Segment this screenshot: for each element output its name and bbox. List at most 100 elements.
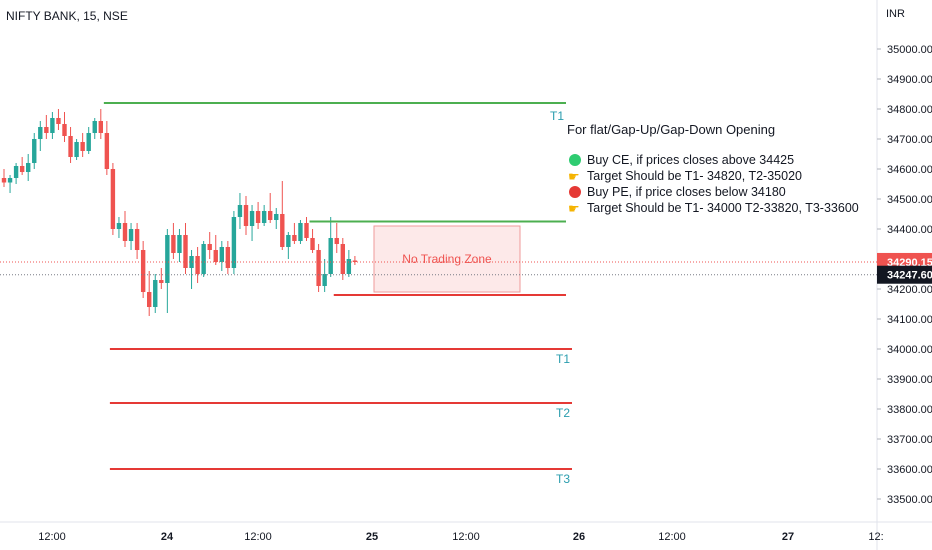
symbol-title: NIFTY BANK, 15, NSE bbox=[6, 9, 128, 23]
candle-body bbox=[86, 133, 91, 151]
candle-body bbox=[261, 211, 267, 223]
candle-body bbox=[243, 205, 249, 226]
price-label: 34247.60 bbox=[887, 270, 932, 282]
y-tick-label: 33900.00 bbox=[887, 374, 932, 386]
candle-body bbox=[328, 238, 333, 274]
candle-body bbox=[165, 235, 170, 283]
pointing-hand-icon: ☛ bbox=[568, 170, 580, 185]
candle-body bbox=[7, 178, 13, 183]
candle-body bbox=[44, 127, 49, 133]
y-tick-label: 33800.00 bbox=[887, 404, 932, 416]
candle-body bbox=[255, 211, 261, 223]
annotation-item: Buy PE, if price closes below 34180 bbox=[587, 185, 786, 199]
candle-body bbox=[74, 142, 79, 157]
annotation-item: Target Should be T1- 34000 T2-33820, T3-… bbox=[587, 201, 859, 215]
candle-body bbox=[189, 256, 194, 268]
candle-body bbox=[159, 280, 164, 283]
candle-body bbox=[207, 244, 212, 250]
y-tick-label: 33500.00 bbox=[887, 494, 932, 506]
candle-body bbox=[183, 235, 188, 268]
candle-body bbox=[310, 238, 315, 250]
red-circle-icon bbox=[569, 186, 581, 198]
annotation-heading: For flat/Gap-Up/Gap-Down Opening bbox=[567, 122, 775, 137]
currency-label: INR bbox=[886, 8, 905, 20]
candlestick-series bbox=[1, 109, 358, 316]
y-tick-label: 34100.00 bbox=[887, 314, 932, 326]
candle-body bbox=[249, 211, 255, 226]
candle-body bbox=[122, 223, 128, 241]
candle-body bbox=[334, 238, 339, 244]
pointing-hand-icon: ☛ bbox=[568, 202, 580, 217]
candle-body bbox=[50, 118, 55, 133]
x-tick-label: 12:00 bbox=[452, 531, 480, 543]
price-axis[interactable]: 35000.00 34900.00 34800.00 34700.00 34600.00… bbox=[0, 44, 932, 506]
x-tick-label: 12:00 bbox=[244, 531, 272, 543]
y-tick-label: 33700.00 bbox=[887, 434, 932, 446]
y-tick-label: 34800.00 bbox=[887, 104, 932, 116]
candle-body bbox=[26, 163, 31, 172]
x-tick-label: 12:00 bbox=[658, 531, 686, 543]
x-tick-label: 26 bbox=[573, 531, 585, 543]
candle-body bbox=[298, 223, 303, 241]
candle-body bbox=[316, 250, 321, 286]
candle-body bbox=[1, 178, 7, 183]
candle-body bbox=[171, 235, 176, 253]
candle-body bbox=[80, 142, 85, 151]
candle-body bbox=[62, 124, 67, 136]
level-label: T3 bbox=[556, 472, 570, 486]
candle-body bbox=[268, 211, 273, 220]
x-tick-label: 25 bbox=[366, 531, 378, 543]
candle-body bbox=[68, 136, 73, 157]
candle-body bbox=[201, 244, 206, 274]
level-label: T1 bbox=[550, 109, 564, 123]
candle-body bbox=[104, 133, 110, 169]
candle-body bbox=[128, 229, 134, 241]
candle-body bbox=[92, 121, 97, 133]
price-label-box bbox=[877, 265, 932, 284]
candle-body bbox=[134, 229, 140, 250]
candle-body bbox=[225, 247, 231, 268]
annotation-item: Target Should be T1- 34820, T2-35020 bbox=[587, 169, 802, 183]
x-tick-label: 27 bbox=[782, 531, 794, 543]
strategy-annotation: For flat/Gap-Up/Gap-Down Opening Buy CE, … bbox=[567, 122, 859, 217]
candle-body bbox=[32, 139, 37, 163]
candle-body bbox=[19, 166, 25, 172]
y-tick-label: 34200.00 bbox=[887, 284, 932, 296]
candle-body bbox=[231, 217, 237, 268]
zone-label: No Trading Zone bbox=[402, 252, 492, 266]
green-circle-icon bbox=[569, 154, 581, 166]
y-tick-label: 34000.00 bbox=[887, 344, 932, 356]
no-trading-zone: No Trading Zone bbox=[373, 225, 521, 293]
x-tick-label: 12:00 bbox=[38, 531, 66, 543]
y-tick-label: 34700.00 bbox=[887, 134, 932, 146]
y-tick-label: 35000.00 bbox=[887, 44, 932, 56]
candle-body bbox=[213, 250, 218, 262]
y-tick-label: 33600.00 bbox=[887, 464, 932, 476]
candle-body bbox=[38, 127, 43, 139]
candle-body bbox=[219, 247, 224, 262]
candle-body bbox=[147, 292, 152, 307]
level-label: T1 bbox=[556, 352, 570, 366]
candle-body bbox=[292, 235, 297, 241]
level-label: T2 bbox=[556, 406, 570, 420]
candle-body bbox=[340, 244, 345, 274]
candle-body bbox=[304, 223, 309, 238]
y-tick-label: 34400.00 bbox=[887, 224, 932, 236]
candle-body bbox=[177, 235, 182, 253]
y-tick-label: 34900.00 bbox=[887, 74, 932, 86]
candle-body bbox=[286, 235, 291, 247]
candle-body bbox=[195, 256, 200, 274]
candle-body bbox=[274, 214, 279, 220]
candle-body bbox=[346, 259, 352, 274]
candle-body bbox=[116, 223, 122, 229]
time-axis[interactable]: 12:00 24 12:00 25 12:00 26 12:00 27 12: bbox=[38, 531, 883, 543]
candle-body bbox=[13, 166, 19, 178]
candle-body bbox=[56, 118, 61, 124]
candle-body bbox=[98, 121, 103, 133]
candle-body bbox=[237, 205, 243, 217]
candle-body bbox=[110, 169, 116, 229]
zone-box bbox=[373, 225, 521, 293]
x-tick-label: 24 bbox=[161, 531, 174, 543]
annotation-item: Buy CE, if prices closes above 34425 bbox=[587, 153, 794, 167]
